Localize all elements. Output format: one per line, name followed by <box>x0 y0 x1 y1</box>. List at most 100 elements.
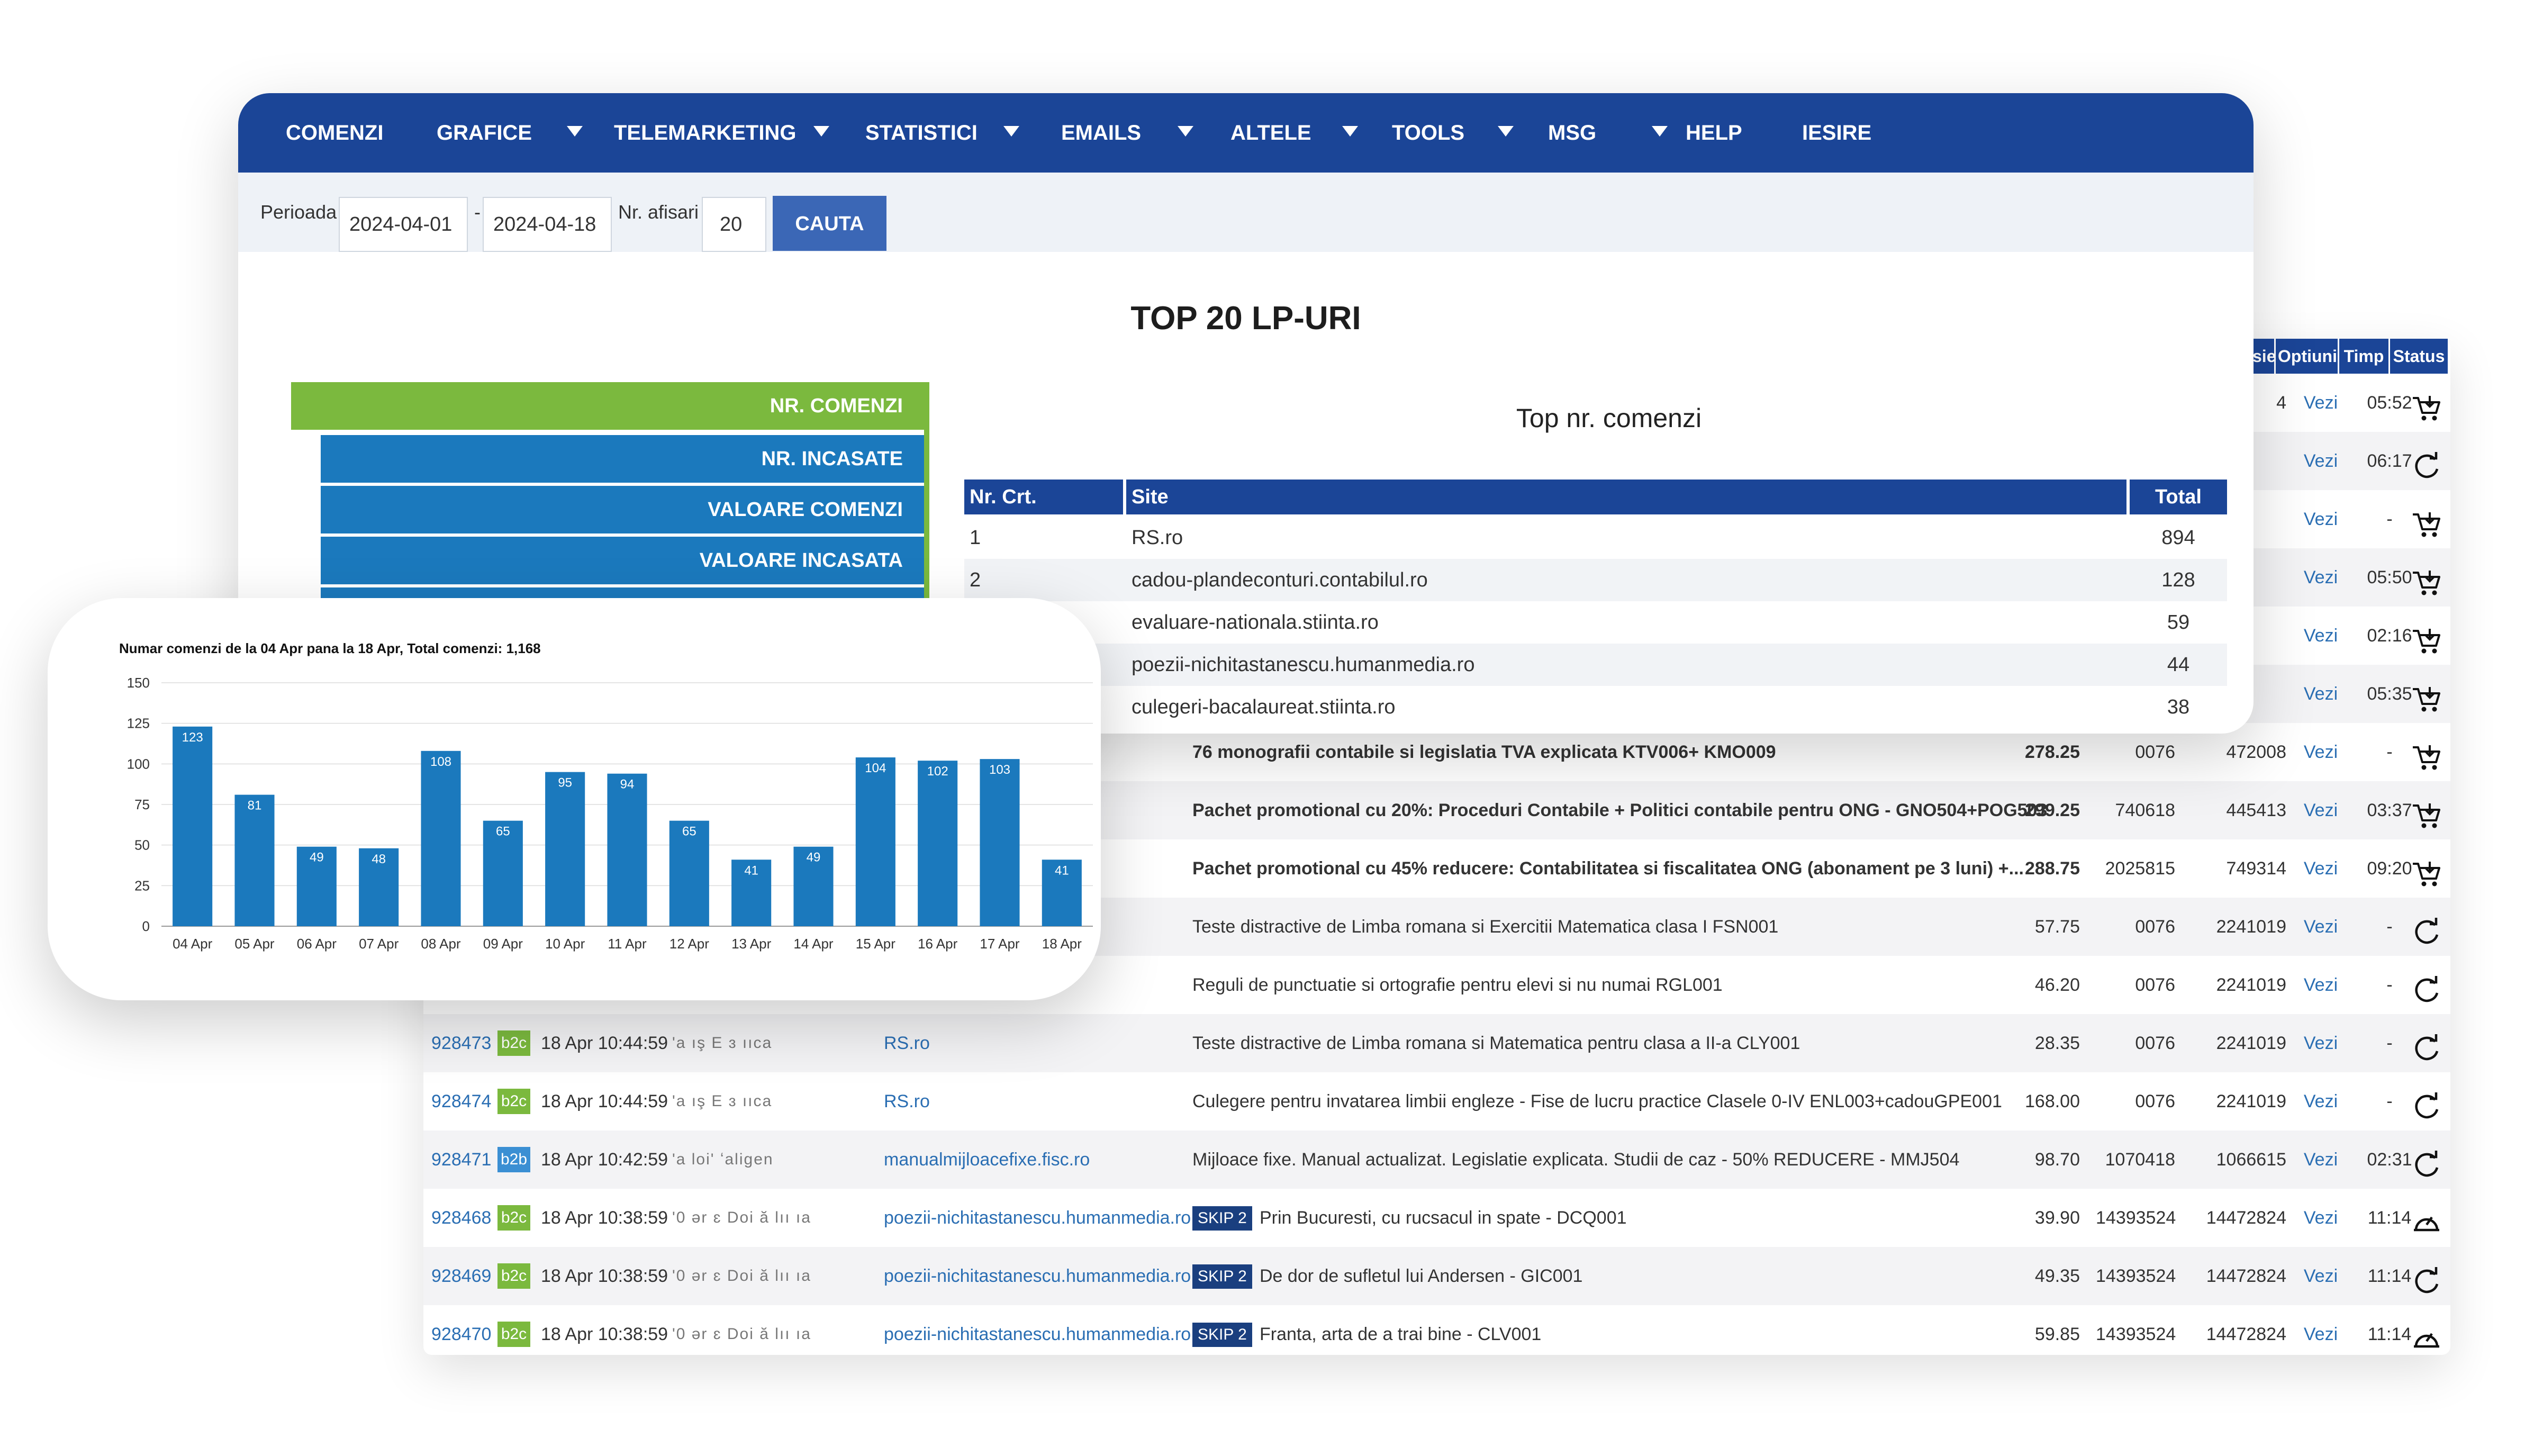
view-order-link[interactable]: Vezi <box>2303 626 2338 646</box>
view-order-link[interactable]: Vezi <box>2303 1208 2338 1228</box>
nav-item-grafice[interactable]: GRAFICE <box>437 121 532 144</box>
shopping-cart-icon[interactable] <box>2411 854 2442 887</box>
refresh-icon[interactable] <box>2411 971 2442 1002</box>
chevron-down-icon[interactable] <box>567 126 583 137</box>
table-row: bilul.roPachet promotional cu 45% reduce… <box>423 839 2450 898</box>
shopping-cart-icon[interactable] <box>2411 680 2442 712</box>
view-order-link[interactable]: Vezi <box>2303 567 2338 587</box>
nav-item-help[interactable]: HELP <box>1686 121 1742 144</box>
order-code-2: 14472824 <box>2206 1266 2286 1286</box>
data-label: 65 <box>682 825 696 839</box>
date-from-input[interactable]: 2024-04-01 <box>339 197 468 252</box>
view-order-link[interactable]: Vezi <box>2303 858 2338 879</box>
nav-item-emails[interactable]: EMAILS <box>1061 121 1142 144</box>
chevron-down-icon[interactable] <box>1003 126 1019 137</box>
shopping-cart-icon[interactable] <box>2411 388 2442 421</box>
order-site-link[interactable]: poezii-nichitastanescu.humanmedia.ro <box>884 1266 1191 1286</box>
view-order-link[interactable]: Vezi <box>2303 1091 2338 1111</box>
order-id-link[interactable]: 928474 <box>431 1091 492 1111</box>
chevron-down-icon[interactable] <box>1498 126 1514 137</box>
count-input[interactable]: 20 <box>702 197 766 252</box>
shopping-cart-icon[interactable] <box>2411 738 2442 770</box>
shopping-cart-icon[interactable] <box>2411 505 2442 537</box>
shopping-cart-icon[interactable] <box>2411 796 2442 828</box>
shopping-cart-icon[interactable] <box>2411 563 2442 595</box>
table-row: culegeri-bacalaureat.stiinta.ro 38 <box>964 686 2227 728</box>
tab-nr-incasate[interactable]: NR. INCASATE <box>321 435 924 483</box>
data-label: 123 <box>182 730 203 745</box>
view-order-link[interactable]: Vezi <box>2303 917 2338 937</box>
nav-item-msg[interactable]: MSG <box>1548 121 1597 144</box>
order-price: 168.00 <box>2025 1091 2080 1111</box>
order-site-link[interactable]: manualmijloacefixe.fisc.ro <box>884 1150 1090 1170</box>
order-site-link[interactable]: RS.ro <box>884 1091 930 1111</box>
order-id-link[interactable]: 928469 <box>431 1266 492 1286</box>
order-code-2: 2241019 <box>2216 917 2286 937</box>
row-total: 59 <box>2167 611 2190 634</box>
order-site-link[interactable]: RS.ro <box>884 1033 930 1053</box>
order-id-link[interactable]: 928471 <box>431 1150 492 1170</box>
order-time: - <box>2386 1033 2393 1053</box>
refresh-icon[interactable] <box>2411 912 2442 944</box>
gauge-icon[interactable] <box>2411 1204 2442 1233</box>
order-id-link[interactable]: 928470 <box>431 1324 492 1344</box>
order-time: - <box>2386 1091 2393 1111</box>
refresh-icon[interactable] <box>2411 447 2442 478</box>
table-row: poezii-nichitastanescu.humanmedia.ro 44 <box>964 644 2227 686</box>
nav-item-altele[interactable]: ALTELE <box>1230 121 1311 144</box>
tab-valoare-comenzi[interactable]: VALOARE COMENZI <box>321 486 924 533</box>
order-time: 11:14 <box>2367 1324 2412 1344</box>
data-label: 104 <box>865 761 886 775</box>
order-site-link[interactable]: poezii-nichitastanescu.humanmedia.ro <box>884 1324 1191 1344</box>
gauge-icon[interactable] <box>2411 1320 2442 1350</box>
view-order-link[interactable]: Vezi <box>2303 1324 2338 1344</box>
shopping-cart-icon[interactable] <box>2411 621 2442 654</box>
view-order-link[interactable]: Vezi <box>2303 742 2338 762</box>
tab-valoare-incasata[interactable]: VALOARE INCASATA <box>321 537 924 584</box>
chevron-down-icon[interactable] <box>813 126 829 137</box>
tab-nr-comenzi[interactable]: NR. COMENZI <box>291 382 924 430</box>
refresh-icon[interactable] <box>2411 1087 2442 1119</box>
customer-name: 'a loi' ʻaligen <box>672 1151 774 1168</box>
nav-item-statistici[interactable]: STATISTICI <box>865 121 978 144</box>
refresh-icon[interactable] <box>2411 1262 2442 1294</box>
nav-item-iesire[interactable]: IESIRE <box>1802 121 1872 144</box>
order-site-link[interactable]: poezii-nichitastanescu.humanmedia.ro <box>884 1208 1191 1228</box>
order-code: 0076 <box>2135 1091 2175 1111</box>
table-row: 928469 b2c 18 Apr 10:38:59'0 ər ɛ Doi ă lı… <box>423 1247 2450 1305</box>
nav-item-tools[interactable]: TOOLS <box>1392 121 1465 144</box>
data-label: 49 <box>310 851 324 865</box>
view-order-link[interactable]: Vezi <box>2303 509 2338 529</box>
customer-name: '0 ər ɛ Doi ă lıı ıa <box>672 1209 811 1226</box>
view-order-link[interactable]: Vezi <box>2303 800 2338 820</box>
nav-item-comenzi[interactable]: COMENZI <box>286 121 384 144</box>
view-order-link[interactable]: Vezi <box>2303 451 2338 471</box>
date-to-input[interactable]: 2024-04-18 <box>483 197 612 252</box>
search-button[interactable]: CAUTA <box>773 196 886 251</box>
order-code: 0076 <box>2135 742 2175 762</box>
refresh-icon[interactable] <box>2411 1145 2442 1177</box>
view-order-link[interactable]: Vezi <box>2303 684 2338 704</box>
y-tick-label: 25 <box>134 878 150 893</box>
chevron-down-icon[interactable] <box>1342 126 1358 137</box>
y-tick-label: 0 <box>142 918 150 934</box>
nav-item-telemarketing[interactable]: TELEMARKETING <box>614 121 797 144</box>
view-order-link[interactable]: Vezi <box>2303 1150 2338 1170</box>
active-tab-indicator <box>924 382 929 679</box>
refresh-icon[interactable] <box>2411 1029 2442 1061</box>
data-label: 65 <box>496 825 510 839</box>
table-row: 928470 b2c 18 Apr 10:38:59'0 ər ɛ Doi ă lı… <box>423 1305 2450 1363</box>
view-order-link[interactable]: Vezi <box>2303 1033 2338 1053</box>
column-header-status: Status <box>2390 339 2449 374</box>
order-id-link[interactable]: 928473 <box>431 1033 492 1053</box>
chevron-down-icon[interactable] <box>1652 126 1668 137</box>
view-order-link[interactable]: Vezi <box>2303 1266 2338 1286</box>
view-order-link[interactable]: Vezi <box>2303 975 2338 995</box>
order-date: 18 Apr 10:42:59 <box>541 1150 668 1170</box>
view-order-link[interactable]: Vezi <box>2303 393 2338 413</box>
column-header-nr-crt: Nr. Crt. <box>964 480 1123 514</box>
chevron-down-icon[interactable] <box>1178 126 1193 137</box>
order-id-link[interactable]: 928468 <box>431 1208 492 1228</box>
skip-badge: SKIP 2 <box>1192 1323 1252 1347</box>
customer-type-badge: b2c <box>497 1089 530 1114</box>
